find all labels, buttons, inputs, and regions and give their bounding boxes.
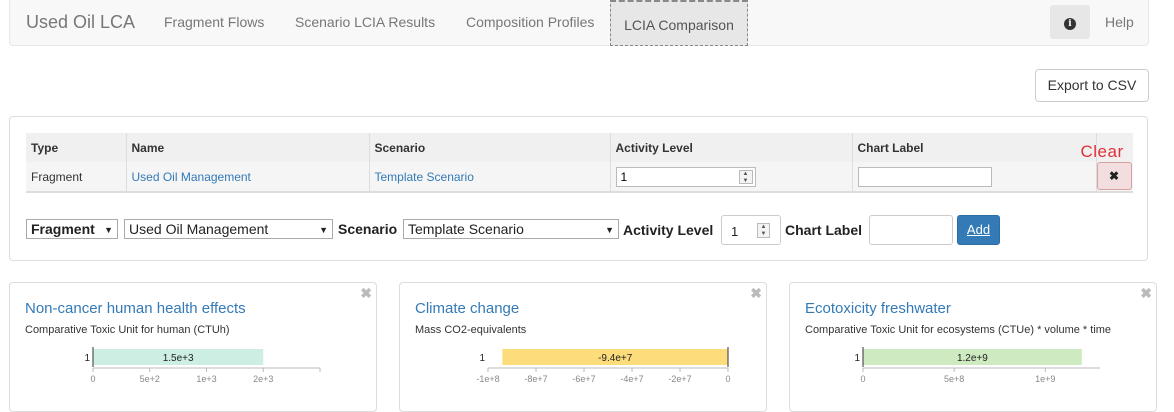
activity-level-stepper[interactable]: 1 ▲ ▼ (615, 166, 756, 187)
bar (93, 349, 264, 365)
chart-svg: 1.5e+3 10 5e+2 1e+3 2e+3 (84, 347, 321, 384)
spinner-arrows-icon[interactable]: ▲ ▼ (757, 223, 770, 238)
activity-level-label: Activity Level (623, 222, 714, 238)
chart-subtitle: Comparative Toxic Unit for ecosystems (C… (805, 324, 1112, 336)
col-header-type: Type (26, 133, 126, 162)
close-icon[interactable]: ✖ (360, 285, 372, 301)
clear-button[interactable]: ✖ (1096, 162, 1132, 190)
table-row: Fragment Used Oil Management Template Sc… (26, 142, 1133, 193)
comparison-table: Type Name Scenario Activity Level Chart … (26, 133, 1133, 193)
info-icon: i (1064, 18, 1076, 30)
x-tick-label: -2e+7 (668, 374, 691, 384)
x-tick-label: -6e+7 (572, 374, 595, 384)
x-tick-label: 5e+8 (944, 374, 964, 384)
nav-help[interactable]: Help (1105, 14, 1134, 30)
col-header-activity-level: Activity Level (609, 133, 852, 162)
bar-value-label: -9.4e+7 (598, 353, 633, 364)
close-icon: ✖ (1108, 169, 1120, 183)
navbar: Used Oil LCA Fragment Flows Scenario LCI… (9, 0, 1149, 46)
col-header-actions (1095, 133, 1133, 162)
chart-card-non-cancer: ✖ Non-cancer human health effects Compar… (9, 282, 377, 412)
chart-card-ecotoxicity: ✖ Ecotoxicity freshwater Comparative Tox… (789, 282, 1157, 412)
chart-svg: -9.4e+7 1 -1e+8 -8e+7 -6e+7 -4e+7 -2e+7 0 (476, 347, 731, 384)
scenario-label: Scenario (338, 221, 398, 237)
bar-value-label: 1.5e+3 (163, 353, 194, 364)
add-chart-label-input[interactable] (869, 215, 953, 245)
brand[interactable]: Used Oil LCA (26, 12, 136, 32)
add-activity-level-value: 1 (731, 224, 739, 239)
type-select[interactable]: Fragment ▼ (26, 219, 118, 239)
chart-title[interactable]: Non-cancer human health effects (25, 300, 246, 317)
cell-type: Fragment (26, 162, 126, 193)
nav-lcia-comparison[interactable]: LCIA Comparison (610, 0, 748, 46)
x-tick-label: -8e+7 (524, 374, 547, 384)
fragment-name-select[interactable]: Used Oil Management ▼ (124, 219, 333, 239)
chevron-down-icon: ▼ (319, 225, 328, 235)
category-label: 1 (479, 353, 485, 364)
chart-title[interactable]: Climate change (415, 300, 520, 317)
scenario-link[interactable]: Template Scenario (374, 169, 474, 184)
close-icon[interactable]: ✖ (1140, 285, 1152, 301)
category-label: 1 (84, 353, 90, 364)
chart-subtitle: Comparative Toxic Unit for human (CTUh) (25, 324, 230, 336)
col-header-name: Name (125, 133, 369, 162)
type-select-value: Fragment (31, 221, 95, 237)
bar (863, 349, 1082, 365)
chart-svg: 1.2e+9 10 5e+8 1e+9 (854, 347, 1100, 384)
info-button[interactable]: i (1050, 5, 1090, 39)
add-button[interactable]: Add (957, 215, 1000, 245)
chevron-down-icon: ▼ (605, 225, 614, 235)
chart-title[interactable]: Ecotoxicity freshwater (805, 300, 951, 317)
scenario-select-value: Template Scenario (408, 221, 524, 237)
x-tick-label: 0 (90, 374, 95, 384)
close-icon[interactable]: ✖ (750, 285, 762, 301)
export-csv-button[interactable]: Export to CSV (1035, 69, 1149, 102)
x-tick-label: 2e+3 (253, 374, 273, 384)
x-tick-label: 0 (725, 374, 730, 384)
comparison-panel: Type Name Scenario Activity Level Chart … (9, 116, 1148, 261)
x-tick-label: -1e+8 (476, 374, 499, 384)
bar (502, 349, 728, 365)
chart-label-input[interactable] (857, 166, 992, 187)
nav-composition-profiles[interactable]: Composition Profiles (466, 14, 595, 30)
bar-value-label: 1.2e+9 (957, 353, 988, 364)
spinner-arrows-icon[interactable]: ▲ ▼ (738, 169, 753, 184)
nav-scenario-lcia-results[interactable]: Scenario LCIA Results (295, 14, 436, 30)
chart-label-label: Chart Label (785, 222, 863, 238)
add-activity-level-stepper[interactable]: 1 ▲ ▼ (721, 215, 781, 245)
chevron-down-icon: ▼ (104, 225, 113, 235)
clear-annotation: Clear (1080, 142, 1124, 161)
x-tick-label: 5e+2 (140, 374, 160, 384)
category-label: 1 (854, 353, 860, 364)
chart-card-climate-change: ✖ Climate change Mass CO2-equivalents -9… (399, 282, 767, 412)
table-header-row: Type Name Scenario Activity Level Chart … (26, 133, 1133, 162)
fragment-name-link[interactable]: Used Oil Management (131, 169, 251, 184)
x-tick-label: 1e+9 (1035, 374, 1055, 384)
x-tick-label: -4e+7 (620, 374, 643, 384)
scenario-select[interactable]: Template Scenario ▼ (403, 219, 619, 239)
x-tick-label: 0 (860, 374, 865, 384)
activity-level-value: 1 (620, 169, 628, 184)
col-header-scenario: Scenario (368, 133, 610, 162)
nav-fragment-flows[interactable]: Fragment Flows (164, 14, 265, 30)
fragment-name-select-value: Used Oil Management (129, 221, 269, 237)
chart-subtitle: Mass CO2-equivalents (415, 324, 527, 336)
x-tick-label: 1e+3 (196, 374, 216, 384)
col-header-chart-label: Chart Label (851, 133, 1096, 162)
